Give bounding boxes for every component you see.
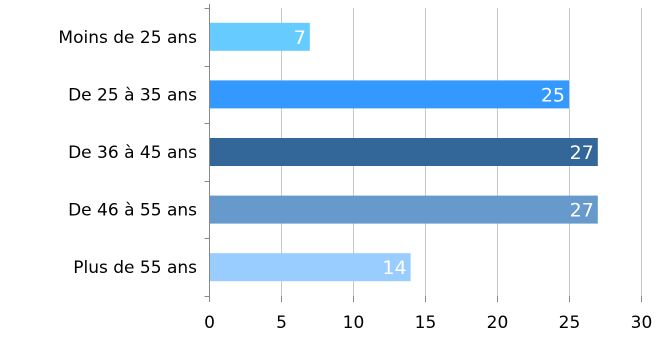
axis-layer: Moins de 25 ans De 25 à 35 ans De 36 à 45 … (58, 4, 652, 333)
data-label-1: 7 (294, 27, 306, 49)
data-label-2: 25 (541, 84, 565, 106)
bar-1 (209, 22, 310, 51)
x-tick-label-0: 0 (204, 313, 215, 333)
data-label-3: 27 (570, 142, 594, 164)
category-label-5: Plus de 55 ans (73, 258, 197, 278)
x-tick-label-20: 20 (487, 313, 509, 333)
category-label-1: Moins de 25 ans (58, 28, 197, 48)
bar-2 (209, 80, 569, 109)
data-label-5: 14 (382, 257, 406, 279)
x-tick-label-10: 10 (343, 313, 365, 333)
bar-4 (209, 195, 598, 224)
category-label-2: De 25 à 35 ans (68, 85, 197, 105)
bar-3 (209, 138, 598, 166)
category-label-3: De 36 à 45 ans (68, 143, 197, 163)
bars-layer: 7 25 27 27 14 (209, 22, 598, 282)
x-tick-label-30: 30 (631, 313, 653, 333)
x-tick-label-5: 5 (276, 313, 287, 333)
data-label-4: 27 (570, 200, 594, 222)
bar-5 (209, 253, 411, 282)
x-tick-label-15: 15 (415, 313, 437, 333)
category-label-4: De 46 à 55 ans (68, 201, 197, 221)
x-tick-label-25: 25 (559, 313, 581, 333)
